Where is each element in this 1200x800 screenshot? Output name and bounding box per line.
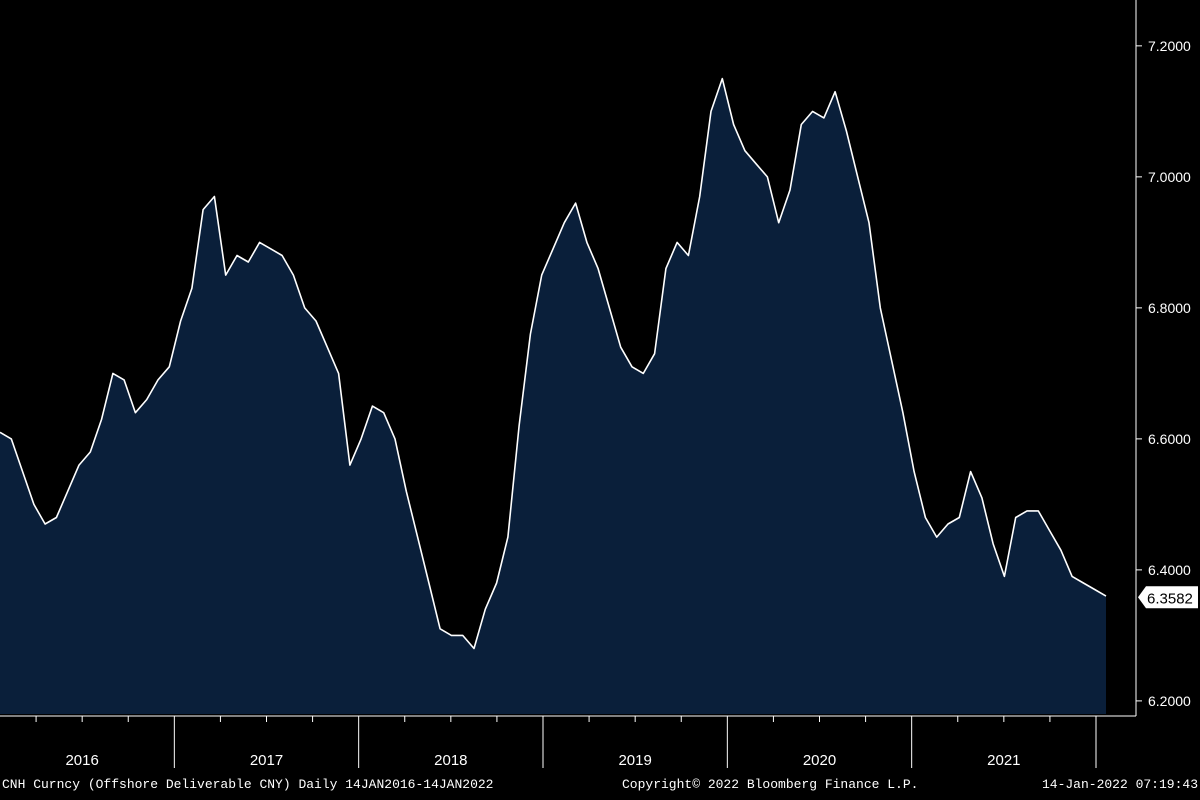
last-value-tag: 6.3582 [1138, 586, 1198, 609]
last-value-box [1138, 586, 1198, 609]
price-area-fill [0, 78, 1106, 715]
y-axis-ticks: 6.2000 6.4000 6.6000 6.8000 7.0000 7.2000 [1136, 38, 1191, 709]
x-tick-label: 2018 [434, 752, 467, 769]
security-description: CNH Curncy (Offshore Deliverable CNY) Da… [2, 777, 494, 792]
axis-layer [0, 0, 1137, 717]
x-axis-ticks: 2016 2017 2018 2019 2020 2021 [35, 716, 1097, 769]
y-tick-label: 6.8000 [1148, 300, 1191, 316]
x-tick-label: 2021 [987, 752, 1020, 769]
y-tick-label: 6.6000 [1148, 431, 1191, 447]
x-tick-label: 2020 [803, 752, 836, 769]
y-tick-label: 7.2000 [1148, 38, 1191, 54]
x-tick-label: 2017 [250, 752, 283, 769]
x-tick-label: 2016 [65, 752, 98, 769]
y-tick-label: 6.2000 [1148, 693, 1191, 709]
copyright-notice: Copyright© 2022 Bloomberg Finance L.P. [622, 777, 919, 792]
last-value-label: 6.3582 [1147, 590, 1193, 607]
price-line [0, 77, 1107, 650]
timestamp: 14-Jan-2022 07:19:43 [1041, 777, 1198, 792]
x-tick-label: 2019 [618, 752, 651, 769]
y-tick-label: 7.0000 [1148, 169, 1191, 185]
y-tick-label: 6.4000 [1148, 562, 1191, 578]
